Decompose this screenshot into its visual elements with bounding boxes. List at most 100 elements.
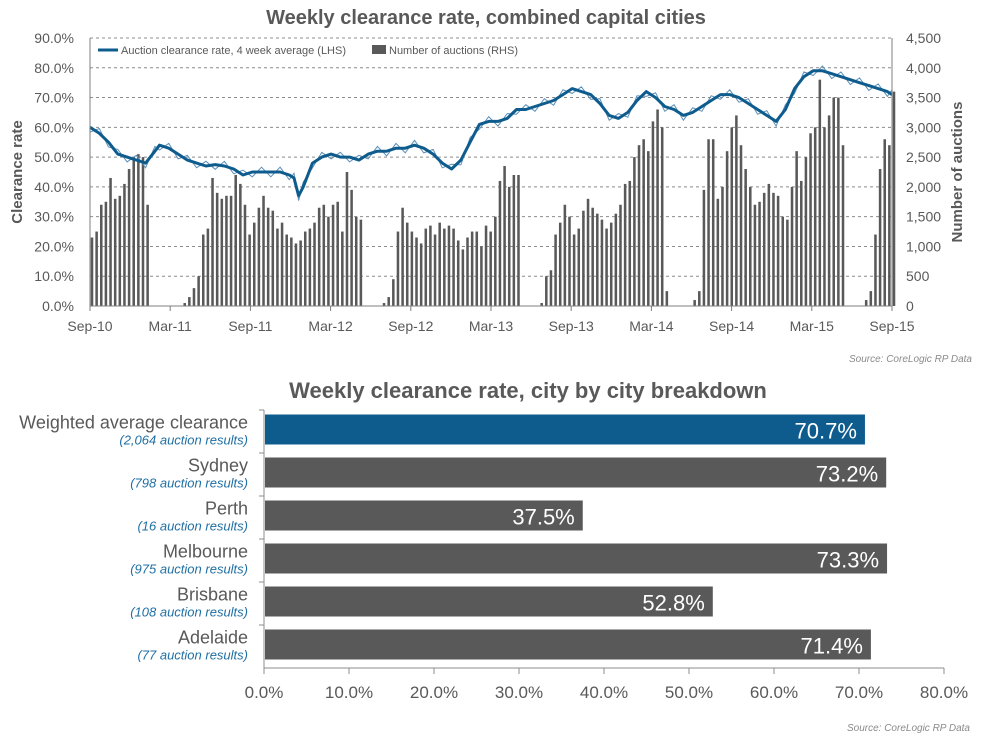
weekly-clearance-combined-chart: Weekly clearance rate, combined capital … [9,7,972,365]
auction-bar [280,222,284,306]
clearance-average-line [89,69,893,198]
y2-tick-label: 2,500 [906,149,941,165]
auction-bar [540,303,543,306]
auction-bar [735,115,738,306]
auction-bar [206,228,210,306]
auction-bar [266,207,270,306]
category-label: Melbourne [163,542,248,562]
auction-bar [609,222,613,306]
auction-bar [331,204,335,306]
auction-bar [201,234,205,306]
auction-bar [790,186,794,306]
bar-value-label: 52.8% [642,591,704,616]
auction-bar [591,207,594,306]
auction-bar [345,172,349,306]
y2-tick-label: 1,500 [906,209,941,225]
auction-bar [795,151,798,306]
auction-bar [359,219,363,306]
auction-bar [387,297,390,306]
x-tick-label: Sep-11 [228,318,272,334]
y-tick-label: 90.0% [34,30,74,46]
auction-bar [832,97,836,306]
auction-bar [503,166,506,306]
auction-bar [456,240,460,306]
category-label: Weighted average clearance [19,413,248,433]
auction-bar [405,222,409,306]
x-tick-label: 70.0% [835,683,883,702]
auction-bar [512,174,516,306]
auction-bar [192,288,196,306]
auction-bar [619,204,622,306]
auction-bar [614,213,618,306]
auction-bar [211,177,214,306]
clearance-line [89,65,893,201]
auction-bar [252,222,256,306]
auction-bar [711,139,715,306]
auction-bar [336,201,339,306]
auction-bar [415,237,418,306]
auction-bar [693,300,696,306]
auction-bar [243,204,247,306]
bar-value-label: 37.5% [512,505,574,530]
y2-tick-label: 500 [906,268,930,284]
auction-bar [582,210,585,306]
auction-bar [95,231,98,306]
auction-bar [563,204,567,306]
y2-tick-label: 1,000 [906,238,941,254]
auction-bar [633,157,636,306]
legend: Auction clearance rate, 4 week average (… [98,45,518,57]
auction-bar [623,183,627,306]
auction-bar [716,198,720,306]
axes: 0.0% 10.0% 20.0% 30.0% 40.0% 50.0% 60.0% 70.0% 8… [34,30,941,334]
auction-bar [605,228,608,306]
category-sublabel: (16 auction results) [137,519,248,534]
auction-bar [447,225,451,306]
auction-bar [141,157,145,306]
auction-bar [290,237,293,306]
city-bar [265,543,888,574]
legend-line-label: Auction clearance rate, 4 week average (… [121,45,346,57]
auction-bar [132,157,135,306]
x-tick-label: Sep-15 [869,318,914,334]
x-tick-label: Mar-12 [308,318,353,334]
auction-bar [809,133,812,306]
auction-bar [827,115,831,306]
auction-bar [308,228,312,306]
auction-bar [100,204,103,306]
x-tick-label: 60.0% [750,683,798,702]
y2-tick-label: 2,000 [906,179,941,195]
y2-tick-label: 0 [906,298,914,314]
auction-bar [392,279,395,306]
auction-bar [327,216,330,306]
auction-bar [109,177,112,306]
auction-bar [401,207,404,306]
auction-bar [322,204,326,306]
auction-bar [874,234,877,306]
auction-bar [888,145,891,306]
auction-bar [813,127,817,306]
auction-bar [452,228,455,306]
y-tick-label: 70.0% [34,90,74,106]
auction-bar [229,195,233,306]
auction-bar [507,186,511,306]
y2-axis-label: Number of auctions [949,102,966,243]
x-tick-label: Mar-15 [790,318,835,334]
auction-bar [104,201,108,306]
auction-bar [433,234,437,306]
auction-bar [725,151,729,306]
auction-bar [721,186,724,306]
auction-bar [438,222,441,306]
y-tick-label: 10.0% [34,268,74,284]
x-tick-label: Mar-11 [149,318,193,334]
category-label: Brisbane [177,585,248,605]
y2-tick-label: 4,000 [906,60,941,76]
auction-bar [628,180,632,306]
x-tick-label: Mar-14 [629,318,674,334]
auction-bar [823,127,826,306]
auction-bar [577,228,581,306]
auction-bar [767,183,771,306]
source-note: Source: CoreLogic RP Data [847,723,970,734]
auction-bar [461,249,465,306]
auction-bar [600,219,604,306]
auction-bar [642,139,645,306]
